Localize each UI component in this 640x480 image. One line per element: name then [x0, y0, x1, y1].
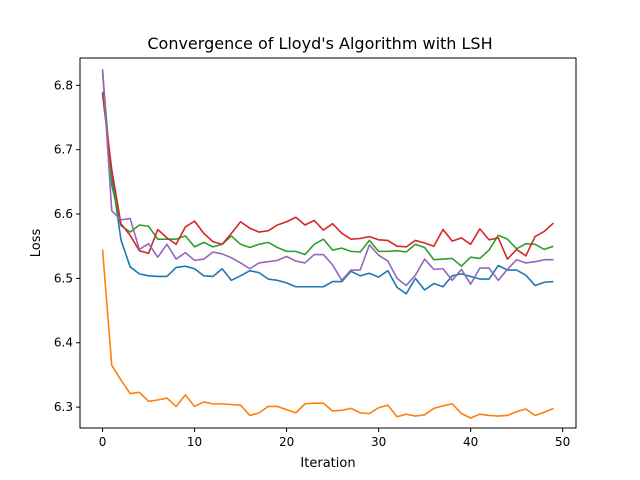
y-tick-label: 6.7 [54, 143, 73, 157]
series-line-1 [101, 91, 554, 295]
x-tick-label: 0 [99, 435, 107, 449]
x-tick-label: 10 [187, 435, 202, 449]
series-layer [101, 69, 554, 419]
x-tick-label: 20 [279, 435, 294, 449]
y-tick-label: 6.3 [54, 400, 73, 414]
y-tick-label: 6.8 [54, 78, 73, 92]
ticks-layer: 0 10 20 30 40 50 6.3 6.4 6.5 6.6 6.7 6.8 [54, 78, 570, 449]
series-line-5 [101, 69, 554, 287]
plot-area-frame [79, 57, 577, 429]
y-tick-label: 6.4 [54, 336, 73, 350]
x-tick-label: 50 [555, 435, 570, 449]
chart-title: Convergence of Lloyd's Algorithm with LS… [147, 34, 492, 53]
y-axis-label: Loss [29, 229, 44, 258]
series-line-4 [101, 93, 554, 260]
series-line-3 [101, 71, 554, 267]
y-tick-label: 6.5 [54, 271, 73, 285]
x-axis-label: Iteration [300, 456, 355, 471]
series-line-2 [101, 249, 554, 419]
y-tick-label: 6.6 [54, 207, 73, 221]
x-tick-label: 30 [371, 435, 386, 449]
x-tick-label: 40 [463, 435, 478, 449]
